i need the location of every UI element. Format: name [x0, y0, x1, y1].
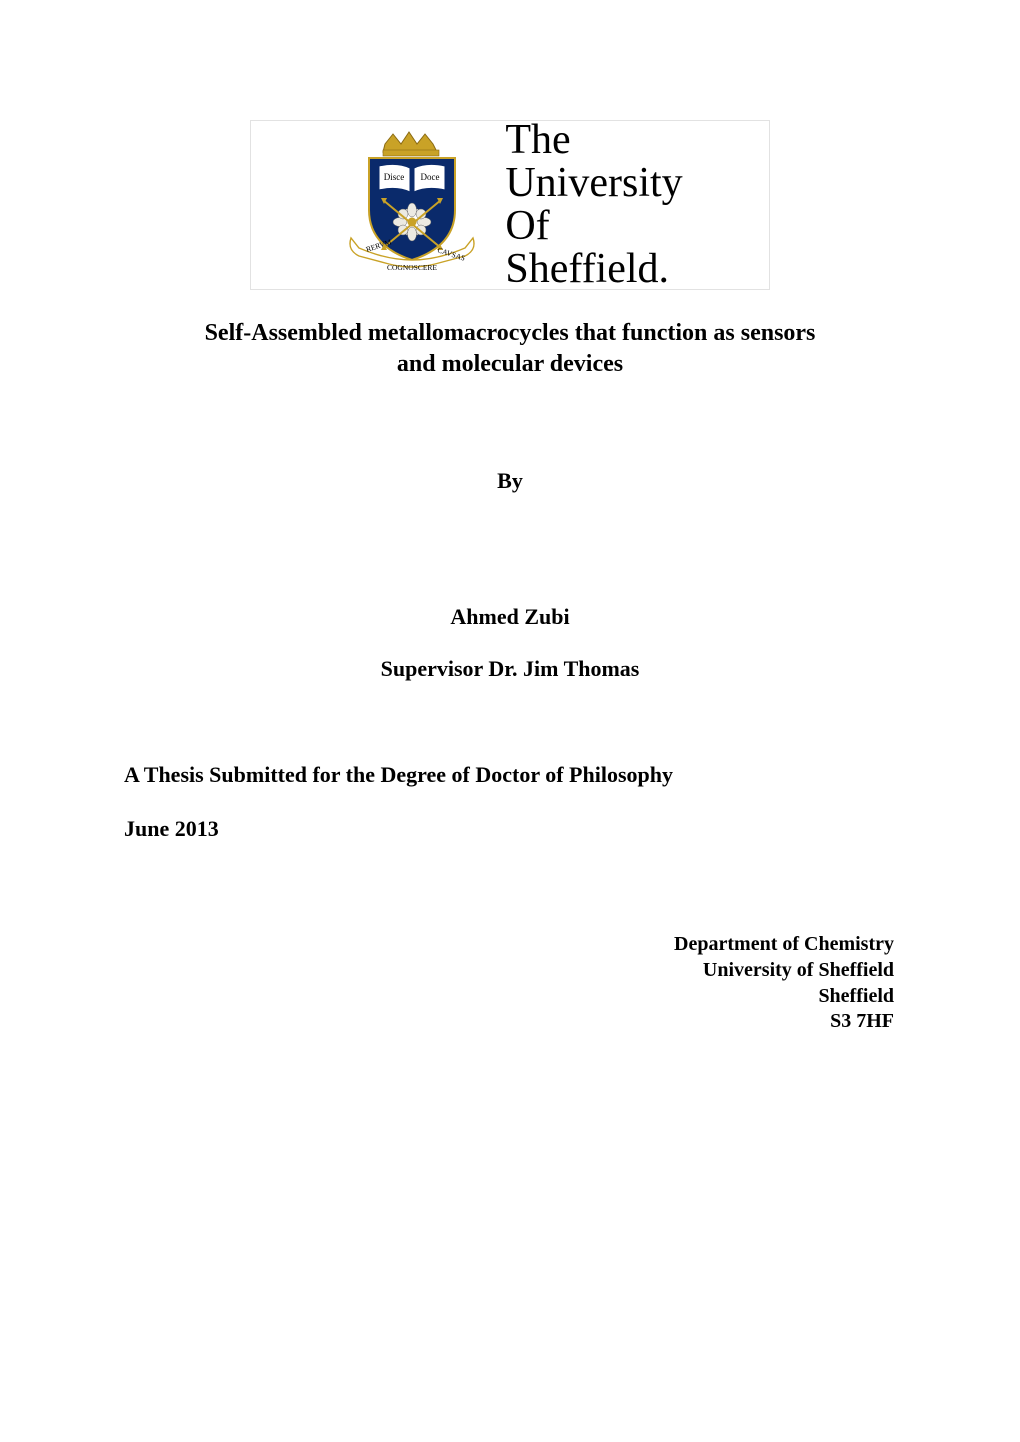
university-name-line1: The: [505, 119, 682, 162]
book-text-right: Doce: [421, 172, 440, 182]
thesis-title-page: Disce Doce: [0, 0, 1020, 1442]
university-crest-icon: Disce Doce: [337, 130, 487, 280]
university-name-line4: Sheffield.: [505, 248, 682, 291]
university-name-line2: University: [505, 162, 682, 205]
submission-date: June 2013: [124, 816, 900, 842]
book-text-left: Disce: [384, 172, 405, 182]
university-logo-block: Disce Doce: [250, 120, 770, 290]
author-name: Ahmed Zubi: [120, 604, 900, 630]
crest-svg: Disce Doce: [337, 130, 487, 280]
ribbon-text-bottom: COGNOSCERE: [387, 263, 437, 272]
university-name: The University Of Sheffield.: [499, 119, 682, 292]
university-name-line3: Of: [505, 205, 682, 248]
address-line1: Department of Chemistry: [120, 932, 894, 958]
by-label: By: [120, 468, 900, 494]
address-line4: S3 7HF: [120, 1009, 894, 1035]
supervisor-line: Supervisor Dr. Jim Thomas: [120, 656, 900, 682]
address-line3: Sheffield: [120, 984, 894, 1010]
thesis-title-line2: and molecular devices: [140, 349, 880, 380]
address-line2: University of Sheffield: [120, 958, 894, 984]
thesis-title: Self-Assembled metallomacrocycles that f…: [140, 318, 880, 380]
submission-statement: A Thesis Submitted for the Degree of Doc…: [124, 762, 900, 788]
thesis-title-line1: Self-Assembled metallomacrocycles that f…: [140, 318, 880, 349]
crown-icon: [383, 132, 439, 156]
department-address: Department of Chemistry University of Sh…: [120, 932, 894, 1034]
